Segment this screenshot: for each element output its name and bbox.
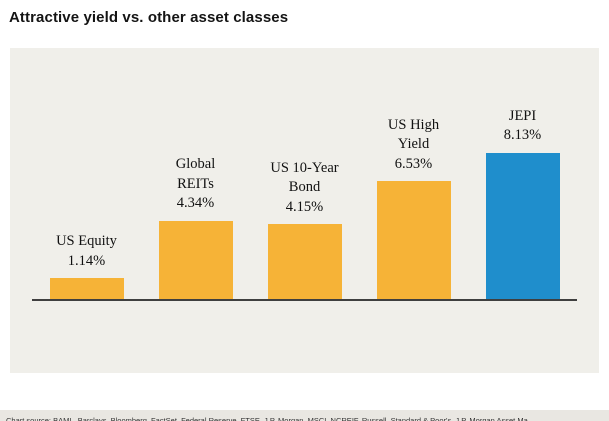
bar-global-reits	[158, 220, 233, 299]
bar-category-text: US High	[387, 116, 440, 133]
bar-group-us-10-year-bond: US 10-Year Bond 4.15%	[250, 48, 359, 299]
page-title: Attractive yield vs. other asset classes	[9, 9, 289, 26]
bar-group-jepi: JEPI 8.13%	[468, 48, 577, 299]
bar-group-us-high-yield: US High Yield 6.53%	[359, 48, 468, 299]
bar-value-text: 1.14%	[67, 252, 106, 269]
bar-label-jepi: JEPI 8.13%	[504, 107, 541, 146]
bar-value-text: 4.15%	[285, 198, 324, 215]
bar-us-high-yield	[376, 181, 451, 299]
bar-group-us-equity: US Equity 1.14%	[32, 48, 141, 299]
bar-label-us-equity: US Equity 1.14%	[56, 232, 117, 271]
bar-label-global-reits: Global REITs 4.34%	[176, 155, 215, 214]
bar-category-text: Yield	[397, 136, 430, 153]
bar-us-equity	[49, 278, 124, 299]
bar-value-text: 6.53%	[394, 155, 433, 172]
bar-category-text: US Equity	[56, 233, 117, 250]
bar-group-global-reits: Global REITs 4.34%	[141, 48, 250, 299]
bar-category-text: US 10-Year	[270, 159, 339, 176]
bar-label-us-10-year-bond: US 10-Year Bond 4.15%	[270, 159, 338, 218]
bar-category-text: JEPI	[508, 107, 537, 124]
chart-area: US Equity 1.14% Global REITs 4.34% US 10-Year…	[10, 48, 599, 373]
bars-row: US Equity 1.14% Global REITs 4.34% US 10-Year…	[32, 48, 577, 301]
chart-source-footer: Chart source: BAML, Barclays, Bloomberg,…	[0, 410, 609, 421]
bar-value-text: 4.34%	[176, 195, 215, 212]
bar-jepi	[485, 152, 560, 299]
bar-us-10-year-bond	[267, 224, 342, 299]
bar-category-text: Global	[175, 156, 216, 173]
bar-label-us-high-yield: US High Yield 6.53%	[388, 116, 439, 175]
bar-category-text: REITs	[177, 175, 214, 192]
chart-source-text: Chart source: BAML, Barclays, Bloomberg,…	[6, 415, 528, 421]
bar-value-text: 8.13%	[503, 127, 542, 144]
bar-category-text: Bond	[288, 179, 321, 196]
